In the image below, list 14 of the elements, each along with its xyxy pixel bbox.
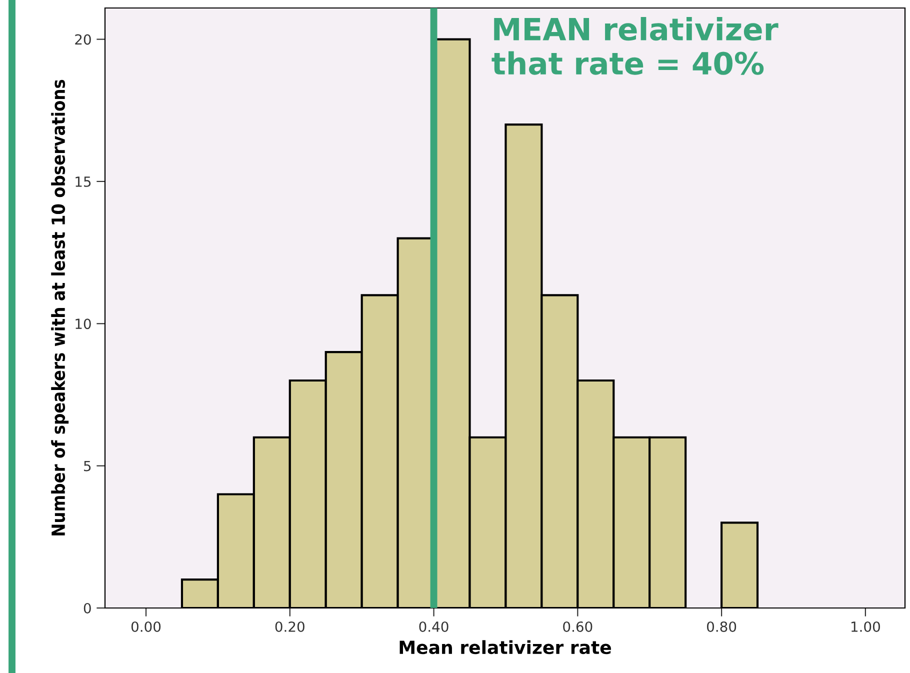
x-tick-label: 0.40 — [419, 621, 448, 632]
ref-line-label: MEAN relativizer that rate = 40% — [492, 17, 778, 75]
x-axis-title: Mean relativizer rate — [400, 640, 611, 654]
y-tick-label: 5 — [84, 460, 91, 472]
y-tick-label: 10 — [76, 318, 91, 330]
y-tick-label: 0 — [84, 602, 91, 614]
x-tick-label: 0.80 — [707, 621, 736, 632]
x-tick-label: 0.60 — [563, 621, 592, 632]
x-tick-label: 0.20 — [275, 621, 304, 632]
y-tick-label: 15 — [76, 176, 91, 187]
x-tick-label: 1.00 — [851, 621, 880, 632]
x-tick-label: 0.00 — [131, 621, 161, 632]
y-tick-label: 20 — [75, 34, 91, 45]
y-axis-title: Number of speakers with at least 10 observations — [51, 80, 69, 536]
